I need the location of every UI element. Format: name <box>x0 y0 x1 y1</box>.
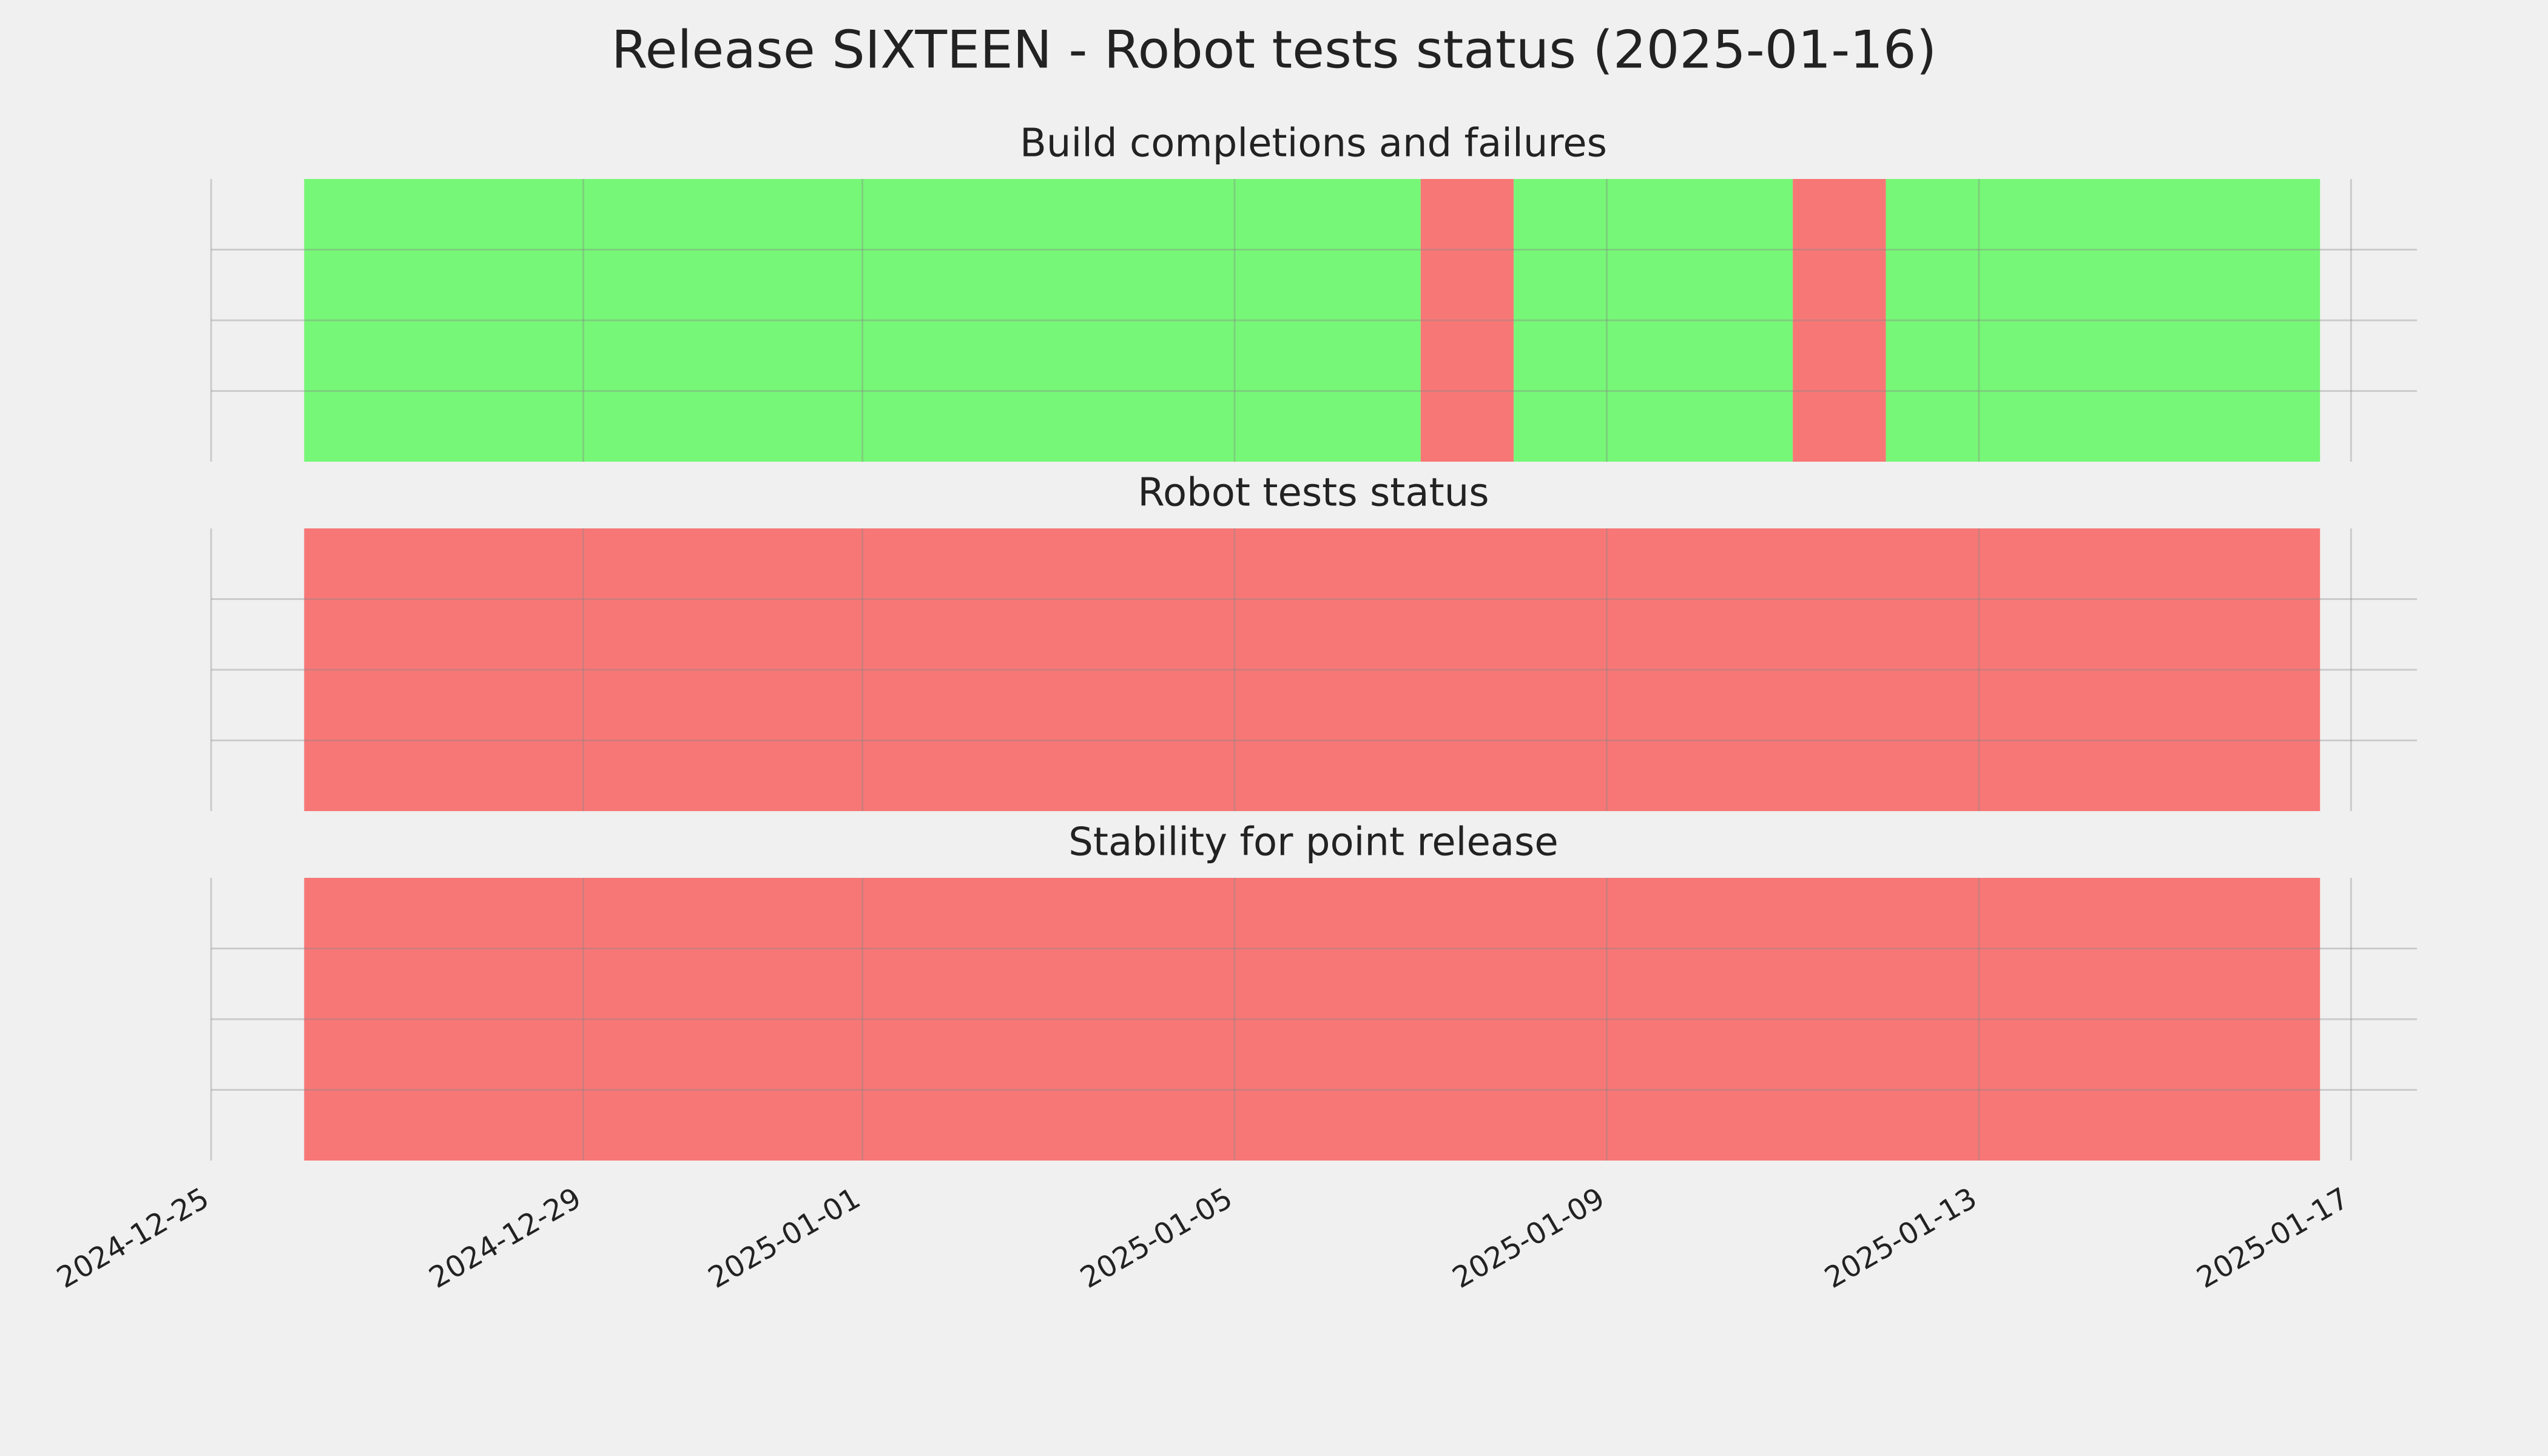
subplot-title: Build completions and failures <box>1020 121 1607 166</box>
chart-title: Release SIXTEEN - Robot tests status (20… <box>612 19 1937 80</box>
status-span <box>304 528 2320 811</box>
status-span <box>1793 179 1886 462</box>
subplot-title: Robot tests status <box>1138 471 1489 516</box>
status-span <box>304 179 1421 462</box>
subplot-title: Stability for point release <box>1068 820 1559 865</box>
status-span <box>1514 179 1793 462</box>
status-span <box>304 878 2320 1161</box>
status-span <box>1886 179 2320 462</box>
status-span <box>1420 179 1514 462</box>
